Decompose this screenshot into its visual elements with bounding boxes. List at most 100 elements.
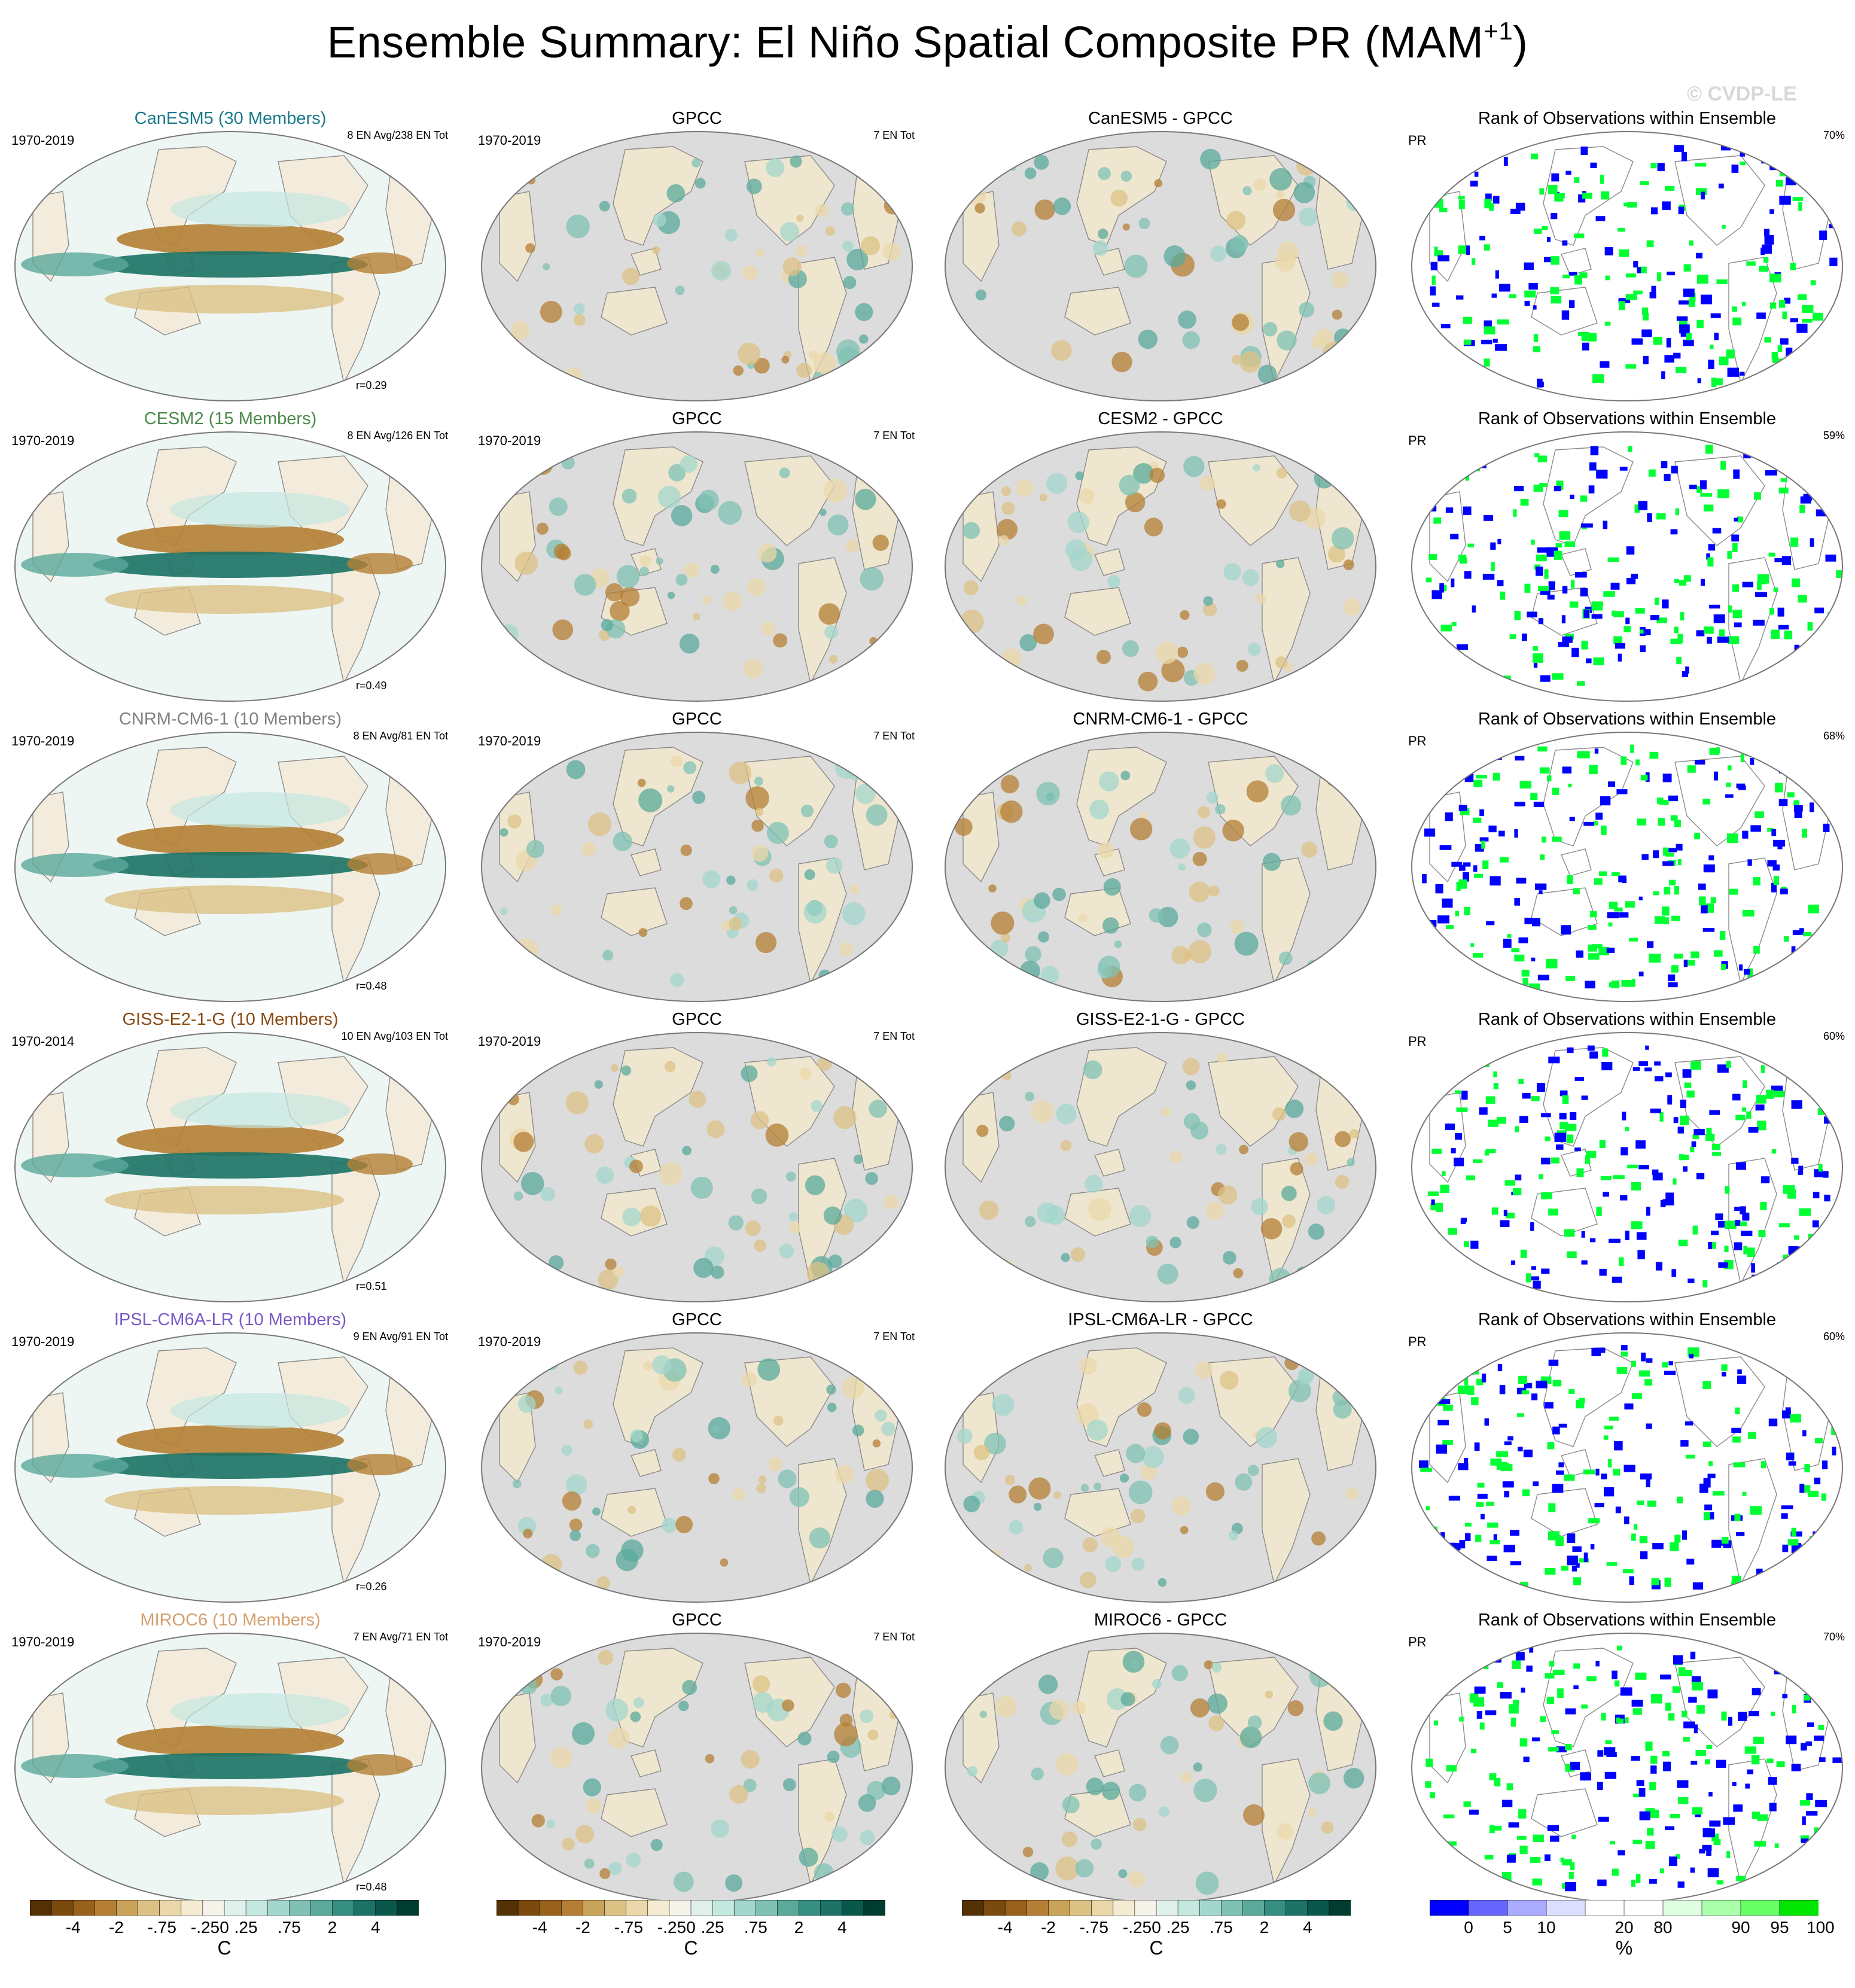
- colorbar-swatch: [1048, 1900, 1071, 1916]
- colorbar-swatch: [1264, 1900, 1287, 1916]
- difference-title: MIROC6 - GPCC: [1093, 1611, 1227, 1630]
- diff-panel: CESM2 - GPCC: [939, 409, 1382, 712]
- colorbar-swatch: [1004, 1900, 1028, 1916]
- colorbar-swatch: [375, 1900, 398, 1916]
- event-count-label: 8 EN Avg/238 EN Tot: [347, 129, 448, 141]
- period-label: 1970-2019: [478, 433, 541, 448]
- colorbar-tick-label: -.75: [614, 1918, 643, 1937]
- map-globe: [481, 1633, 913, 1903]
- map-globe: [945, 131, 1376, 401]
- map-globe: [945, 1633, 1376, 1903]
- map-globe: [481, 732, 913, 1002]
- variable-label: PR: [1408, 1334, 1427, 1349]
- colorbar-swatch: [517, 1900, 541, 1916]
- colorbar-swatch: [72, 1900, 96, 1916]
- colorbar-swatch: [202, 1900, 225, 1916]
- period-label: 1970-2019: [478, 1334, 541, 1349]
- event-count-label: 8 EN Avg/81 EN Tot: [353, 730, 448, 742]
- colorbar-swatch: [1113, 1900, 1135, 1916]
- model-title: MIROC6 (10 Members): [140, 1611, 321, 1630]
- colorbar-tick-label: 80: [1653, 1918, 1673, 1937]
- difference-title: GISS-E2-1-G - GPCC: [1076, 1010, 1245, 1029]
- colorbar-swatch: [712, 1900, 735, 1916]
- colorbar-tick-label: 0: [686, 1918, 696, 1937]
- map-globe: [481, 1032, 913, 1302]
- rank-title: Rank of Observations within Ensemble: [1478, 109, 1777, 128]
- colorbar-swatch: [1507, 1900, 1547, 1916]
- rank-title: Rank of Observations within Ensemble: [1478, 1611, 1777, 1630]
- colorbar-swatch: [116, 1900, 139, 1916]
- diff-panel: CanESM5 - GPCC: [939, 109, 1382, 412]
- colorbar-swatch: [30, 1900, 52, 1916]
- difference-title: CESM2 - GPCC: [1098, 409, 1223, 428]
- map-globe: [481, 1332, 913, 1603]
- colorbar-swatch: [561, 1900, 584, 1916]
- gpcc-panel: GPCC 1970-2019 7 EN Tot: [476, 710, 918, 1012]
- colorbar-tick-label: 100: [1807, 1918, 1835, 1937]
- colorbar-swatch: [1221, 1900, 1244, 1916]
- correlation-label: r=0.48: [356, 1881, 387, 1893]
- model-title: IPSL-CM6A-LR (10 Members): [114, 1310, 347, 1329]
- colorbar-swatch: [690, 1900, 713, 1916]
- period-label: 1970-2019: [478, 1634, 541, 1649]
- colorbar-swatch: [669, 1900, 692, 1916]
- colorbar-swatch: [289, 1900, 312, 1916]
- colorbar-swatch: [354, 1900, 376, 1916]
- rank-panel: Rank of Observations within Ensemble PR 70…: [1406, 1611, 1848, 1913]
- correlation-label: r=0.48: [356, 980, 387, 992]
- event-count-label: 7 EN Avg/71 EN Tot: [353, 1631, 448, 1643]
- map-globe: [14, 1032, 446, 1302]
- model-panel: CESM2 (15 Members) 1970-2019 8 EN Avg/126 …: [9, 409, 452, 712]
- event-count-label: 7 EN Tot: [873, 129, 915, 141]
- colorbar-swatch: [1779, 1900, 1819, 1916]
- rank-panel: Rank of Observations within Ensemble PR 70…: [1406, 109, 1848, 412]
- gpcc-title: GPCC: [672, 1010, 722, 1029]
- period-label: 1970-2019: [11, 133, 75, 148]
- colorbar-swatch: [159, 1900, 182, 1916]
- variable-label: PR: [1408, 133, 1427, 148]
- colorbar-tick-label: 4: [837, 1918, 847, 1937]
- map-globe: [945, 1332, 1376, 1603]
- brbg-colorbar: [962, 1900, 1351, 1916]
- map-globe: [1411, 1332, 1843, 1603]
- variable-label: PR: [1408, 433, 1427, 448]
- colorbar-tick-label: -.75: [1079, 1918, 1108, 1937]
- colorbar-swatch: [863, 1900, 885, 1916]
- difference-title: IPSL-CM6A-LR - GPCC: [1068, 1310, 1253, 1329]
- colorbar-tick-label: 2: [327, 1918, 337, 1937]
- colorbar-swatch: [647, 1900, 670, 1916]
- gpcc-title: GPCC: [672, 1611, 722, 1630]
- diff-panel: CNRM-CM6-1 - GPCC: [939, 710, 1382, 1012]
- colorbar-tick-label: -.25: [1122, 1918, 1152, 1937]
- period-label: 1970-2019: [11, 1334, 75, 1349]
- colorbar-tick-label: -4: [532, 1918, 547, 1937]
- gpcc-title: GPCC: [672, 109, 722, 128]
- rank-title: Rank of Observations within Ensemble: [1478, 710, 1777, 729]
- colorbar-swatch: [51, 1900, 74, 1916]
- map-globe: [945, 732, 1376, 1002]
- colorbar-swatch: [983, 1900, 1006, 1916]
- colorbar-tick-label: -2: [575, 1918, 590, 1937]
- event-count-label: 7 EN Tot: [873, 1030, 915, 1042]
- map-globe: [1411, 732, 1843, 1002]
- colorbar-swatch: [539, 1900, 562, 1916]
- colorbar-swatch: [1585, 1900, 1625, 1916]
- model-panel: GISS-E2-1-G (10 Members) 1970-2014 10 EN A…: [9, 1010, 452, 1313]
- colorbar-swatch: [1430, 1900, 1469, 1916]
- colorbar-tick-label: 4: [370, 1918, 380, 1937]
- colorbar-swatch: [1134, 1900, 1157, 1916]
- colorbar-swatch: [777, 1900, 800, 1916]
- colorbar-tick-label: 0: [220, 1918, 229, 1937]
- colorbar-swatch: [604, 1900, 627, 1916]
- correlation-label: r=0.26: [356, 1581, 387, 1593]
- map-globe: [481, 131, 913, 401]
- map-globe: [1411, 1633, 1843, 1903]
- colorbar-swatch: [1662, 1900, 1702, 1916]
- map-globe: [945, 1032, 1376, 1302]
- colorbar-tick-label: -2: [1040, 1918, 1056, 1937]
- gpcc-title: GPCC: [672, 409, 722, 428]
- colorbar-swatch: [842, 1900, 864, 1916]
- colorbar-tick-label: 2: [1259, 1918, 1269, 1937]
- colorbar-swatch: [1027, 1900, 1049, 1916]
- colorbar-tick-label: 0: [1464, 1918, 1473, 1937]
